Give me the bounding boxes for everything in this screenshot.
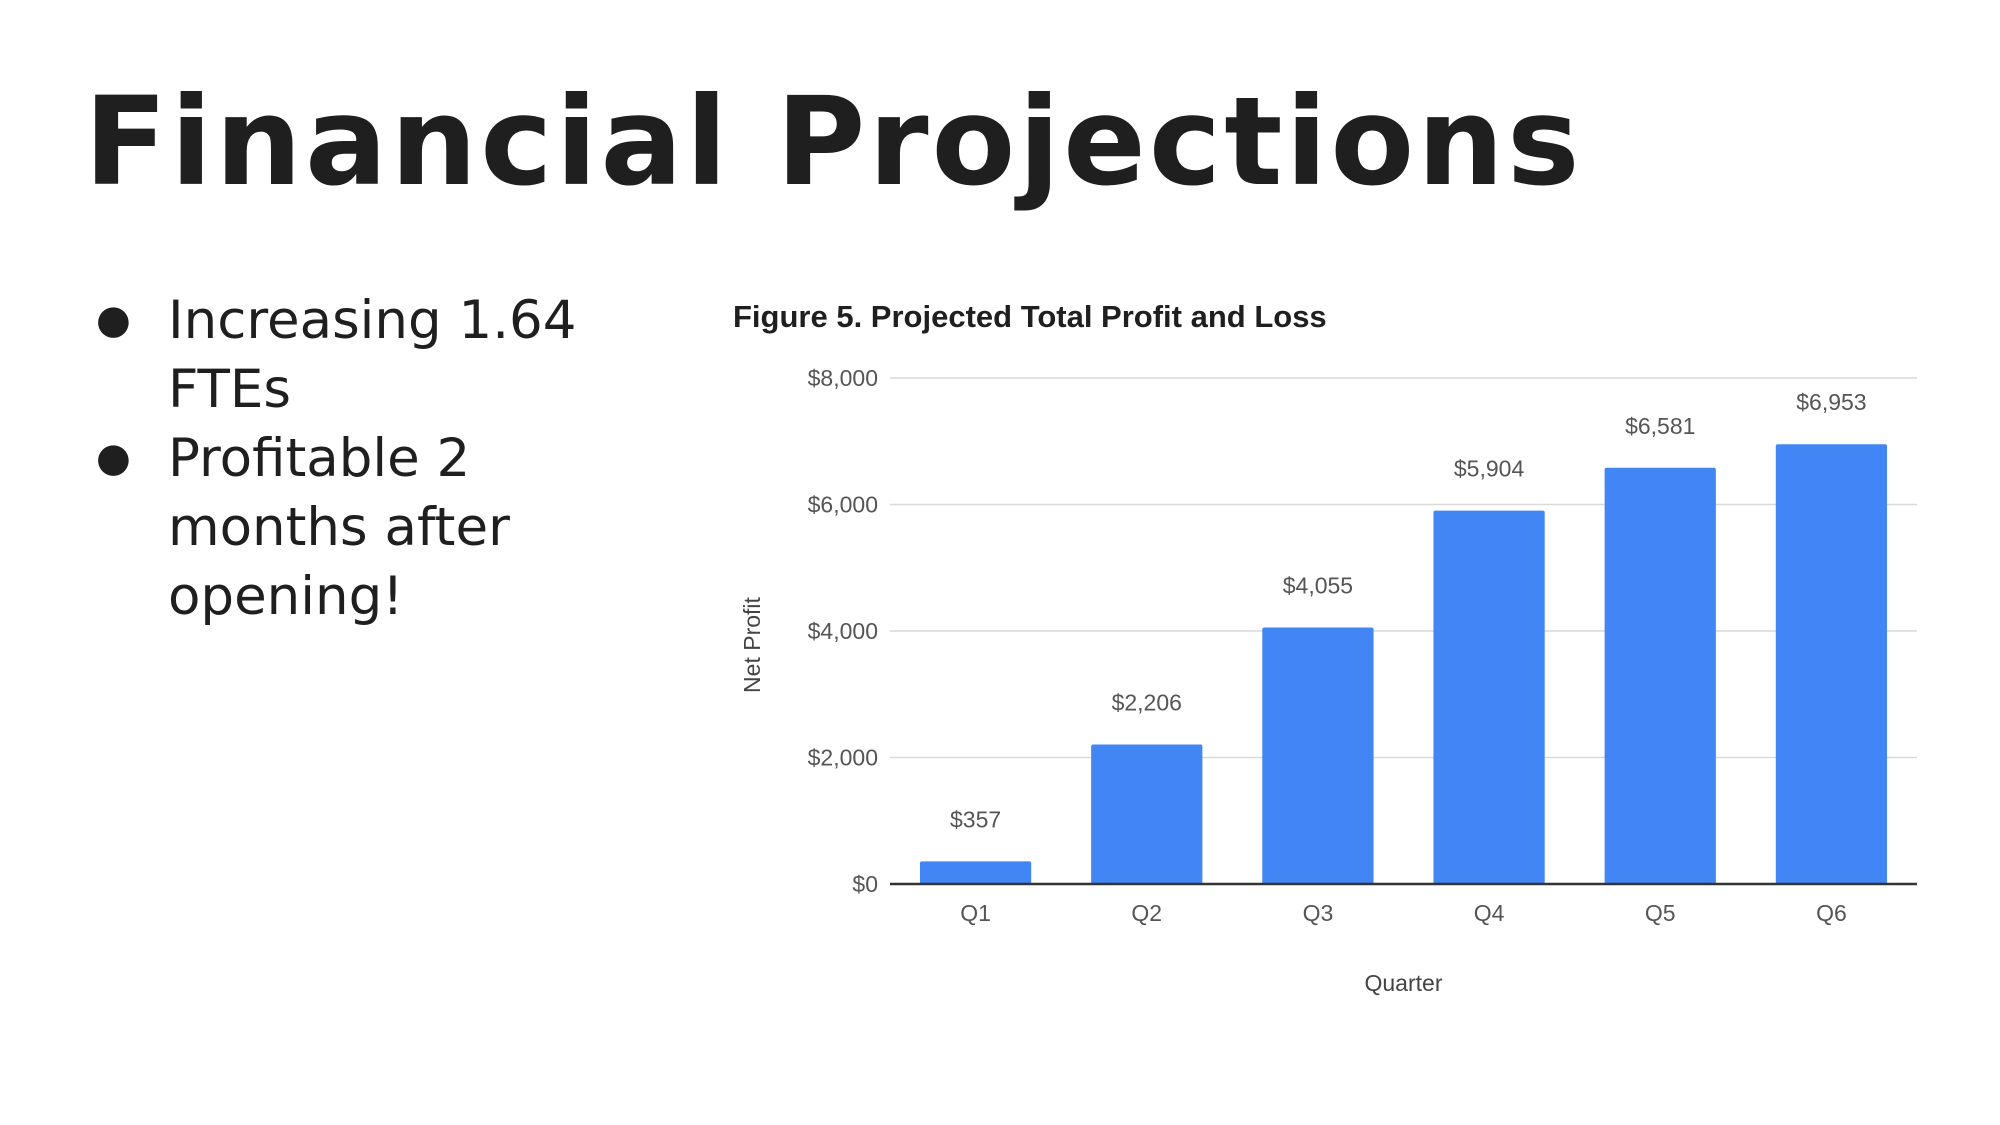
data-label: $6,953: [1796, 389, 1866, 415]
gridlines: [890, 377, 1917, 759]
x-tick-label: Q5: [1645, 900, 1676, 926]
bar-q2: [1091, 744, 1203, 884]
bar-q5: [1604, 467, 1716, 884]
y-tick-label: $2,000: [808, 745, 878, 771]
bars: [919, 444, 1888, 884]
slide-title: Financial Projections: [84, 71, 1583, 213]
bullet-item: ● Increasing 1.64 FTEs: [92, 286, 612, 424]
data-label: $5,904: [1454, 456, 1525, 482]
bar-q4: [1433, 510, 1545, 884]
data-label: $6,581: [1625, 413, 1695, 439]
bar-q6: [1775, 444, 1888, 884]
data-label: $4,055: [1283, 573, 1353, 599]
x-tick-label: Q6: [1816, 900, 1847, 926]
x-axis-title: Quarter: [1365, 970, 1443, 996]
data-label: $2,206: [1112, 689, 1182, 715]
x-tick-label: Q4: [1474, 900, 1505, 926]
bullet-list: ● Increasing 1.64 FTEs ● Profitable 2 mo…: [92, 286, 612, 631]
data-label: $357: [950, 806, 1001, 832]
bar-q3: [1262, 627, 1374, 884]
y-tick-label: $4,000: [808, 618, 878, 644]
data-labels: $357 $2,206 $4,055 $5,904 $6,581 $6,953: [950, 389, 1867, 832]
bullet-dot-icon: ●: [96, 435, 131, 481]
y-axis-ticks: $0 $2,000 $4,000 $6,000 $8,000: [808, 365, 878, 897]
y-tick-label: $6,000: [808, 492, 878, 518]
bullet-dot-icon: ●: [96, 297, 131, 343]
y-tick-label: $0: [852, 871, 878, 897]
x-tick-label: Q3: [1303, 900, 1334, 926]
bullet-text: Profitable 2 months after opening!: [168, 428, 510, 627]
bar-q1: [919, 861, 1032, 884]
x-axis-ticks: Q1 Q2 Q3 Q4 Q5 Q6: [960, 900, 1847, 926]
bullet-text: Increasing 1.64 FTEs: [168, 290, 577, 420]
x-tick-label: Q2: [1131, 900, 1162, 926]
y-axis-title: Net Profit: [739, 596, 765, 692]
bullet-item: ● Profitable 2 months after opening!: [92, 424, 612, 631]
y-tick-label: $8,000: [808, 365, 878, 391]
x-tick-label: Q1: [960, 900, 991, 926]
chart-title: Figure 5. Projected Total Profit and Los…: [733, 299, 1327, 334]
